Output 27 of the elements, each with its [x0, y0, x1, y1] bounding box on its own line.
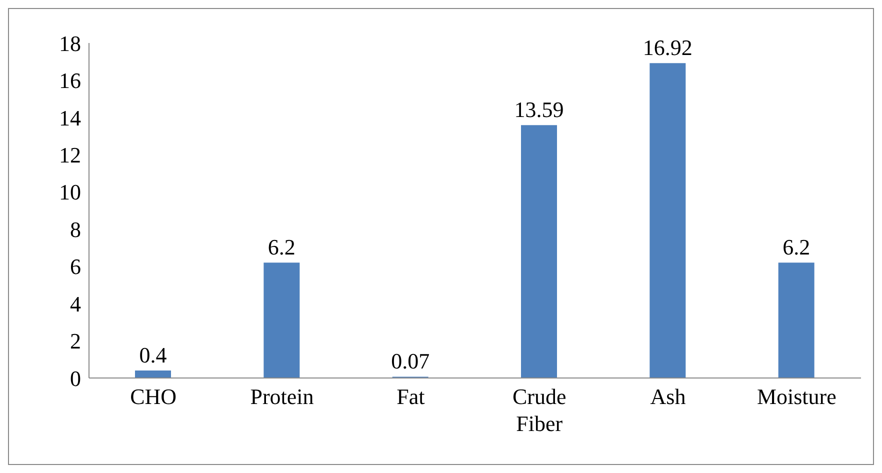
y-tick-label: 16 — [59, 68, 81, 94]
data-label: 0.4 — [139, 342, 167, 368]
x-tick-label: CHO — [130, 384, 177, 409]
bar — [264, 262, 300, 378]
bar — [778, 262, 814, 378]
data-label: 6.2 — [782, 234, 810, 260]
y-tick-label: 4 — [70, 291, 81, 316]
bar — [135, 370, 171, 378]
data-label: 13.59 — [514, 97, 564, 122]
y-tick-label: 6 — [70, 254, 81, 280]
y-tick-label: 0 — [70, 366, 81, 391]
x-tick-label: Protein — [250, 384, 314, 409]
data-label: 6.2 — [268, 234, 296, 260]
data-label: 0.07 — [391, 348, 430, 374]
data-label: 16.92 — [642, 35, 692, 60]
bar — [521, 125, 557, 378]
y-tick-label: 14 — [59, 105, 81, 130]
bar — [650, 63, 686, 378]
x-tick-label: Crude Fiber — [512, 384, 566, 436]
y-tick-label: 2 — [70, 328, 81, 354]
y-tick-label: 10 — [59, 180, 81, 205]
y-tick-label: 8 — [70, 216, 81, 242]
x-tick-label: Moisture — [756, 384, 836, 409]
y-tick-label: 18 — [59, 30, 81, 56]
x-tick-label: Ash — [650, 384, 686, 409]
y-tick-label: 12 — [59, 142, 81, 168]
x-tick-label: Fat — [396, 384, 425, 409]
